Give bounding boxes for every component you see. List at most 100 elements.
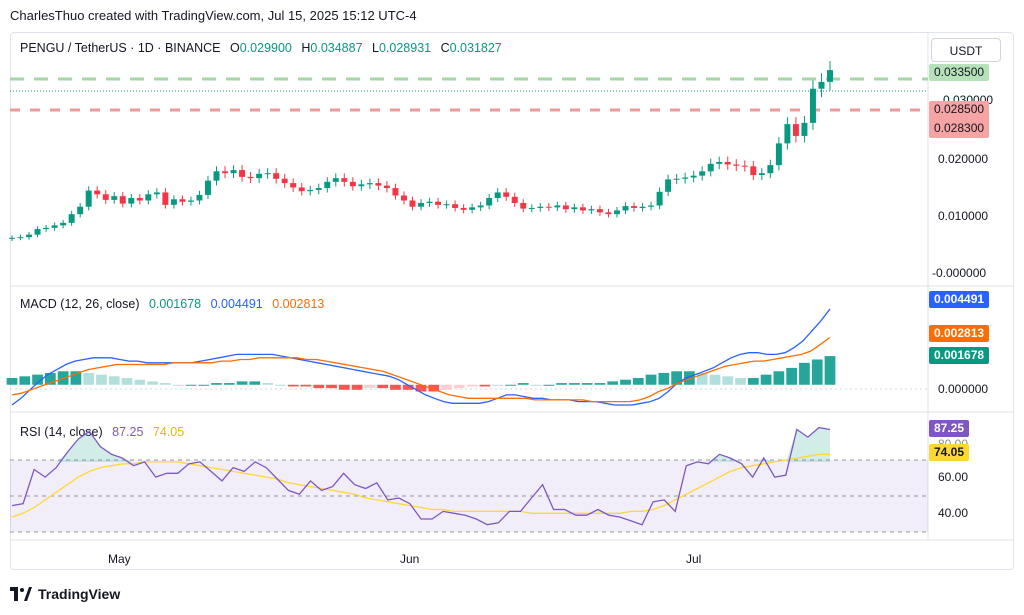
candle-body[interactable] — [767, 165, 774, 174]
macd-histogram-bar[interactable] — [607, 381, 619, 385]
macd-histogram-bar[interactable] — [581, 383, 593, 385]
candle-body[interactable] — [520, 202, 527, 209]
candle-body[interactable] — [239, 170, 246, 177]
candle-body[interactable] — [469, 207, 476, 210]
candle-body[interactable] — [358, 184, 365, 187]
macd-histogram-bar[interactable] — [569, 383, 580, 385]
candlestick-series[interactable] — [9, 60, 833, 242]
candle-body[interactable] — [204, 180, 211, 195]
candle-body[interactable] — [801, 122, 808, 136]
candle-body[interactable] — [145, 194, 152, 201]
candle-body[interactable] — [775, 143, 782, 166]
candle-body[interactable] — [673, 178, 680, 180]
candle-body[interactable] — [613, 210, 620, 215]
macd-histogram-bar[interactable] — [556, 383, 567, 385]
macd-histogram-bar[interactable] — [415, 384, 427, 392]
macd-histogram-bar[interactable] — [32, 374, 43, 385]
candle-body[interactable] — [85, 190, 92, 207]
macd-histogram-bar[interactable] — [645, 374, 657, 385]
macd-histogram-bar[interactable] — [632, 378, 644, 385]
candle-body[interactable] — [494, 192, 501, 199]
macd-histogram-bar[interactable] — [198, 384, 210, 386]
macd-histogram-bar[interactable] — [479, 384, 491, 387]
candle-body[interactable] — [511, 196, 518, 203]
macd-line[interactable] — [11, 308, 831, 406]
candle-body[interactable] — [486, 198, 493, 206]
macd-histogram-bar[interactable] — [338, 384, 350, 390]
candle-body[interactable] — [750, 166, 757, 176]
candle-body[interactable] — [298, 187, 305, 192]
candle-body[interactable] — [809, 88, 816, 123]
candle-body[interactable] — [366, 183, 373, 185]
candle-body[interactable] — [187, 200, 194, 202]
macd-histogram-bar[interactable] — [684, 371, 695, 385]
macd-histogram-bar[interactable] — [428, 384, 440, 392]
macd-histogram-bar[interactable] — [505, 384, 516, 386]
macd-histogram-bar[interactable] — [786, 367, 798, 385]
candle-body[interactable] — [290, 183, 297, 188]
macd-histogram-bar[interactable] — [287, 384, 299, 387]
macd-histogram-bar[interactable] — [147, 381, 158, 385]
candle-body[interactable] — [537, 206, 544, 208]
candle-body[interactable] — [460, 207, 467, 210]
candle-body[interactable] — [545, 206, 552, 208]
candle-body[interactable] — [9, 237, 15, 239]
macd-histogram-bar[interactable] — [172, 384, 184, 386]
macd-histogram-bar[interactable] — [70, 371, 82, 385]
macd-histogram-bar[interactable] — [760, 374, 772, 385]
rsi-line[interactable] — [11, 426, 831, 526]
candle-body[interactable] — [400, 195, 407, 201]
macd-histogram-bar[interactable] — [466, 384, 478, 387]
candle-body[interactable] — [77, 206, 84, 215]
candle-body[interactable] — [51, 225, 58, 228]
candle-body[interactable] — [690, 175, 697, 178]
candle-body[interactable] — [392, 188, 399, 196]
candle-body[interactable] — [792, 124, 799, 136]
candle-body[interactable] — [418, 202, 424, 207]
candle-body[interactable] — [452, 204, 459, 208]
macd-histogram-bar[interactable] — [44, 372, 56, 385]
macd-histogram-bar[interactable] — [364, 384, 376, 389]
macd-histogram-bar[interactable] — [773, 371, 785, 385]
candle-body[interactable] — [153, 192, 160, 195]
candle-body[interactable] — [196, 194, 203, 201]
candle-body[interactable] — [733, 164, 740, 166]
candle-body[interactable] — [17, 237, 24, 239]
macd-histogram-bar[interactable] — [262, 383, 273, 385]
candle-body[interactable] — [34, 229, 41, 235]
macd-histogram-bar[interactable] — [377, 384, 389, 389]
candle-body[interactable] — [631, 206, 638, 208]
macd-histogram[interactable] — [6, 356, 836, 392]
tradingview-logo[interactable]: TradingView — [10, 586, 120, 602]
macd-histogram-bar[interactable] — [313, 384, 325, 389]
candle-body[interactable] — [179, 199, 186, 202]
candle-body[interactable] — [26, 234, 33, 238]
macd-histogram-bar[interactable] — [300, 384, 312, 387]
macd-histogram-bar[interactable] — [83, 372, 95, 385]
macd-histogram-bar[interactable] — [223, 383, 235, 385]
candle-body[interactable] — [818, 81, 825, 89]
candle-body[interactable] — [682, 177, 689, 179]
macd-histogram-bar[interactable] — [351, 384, 363, 390]
candle-body[interactable] — [128, 198, 135, 204]
macd-histogram-bar[interactable] — [824, 356, 836, 385]
candle-body[interactable] — [273, 173, 280, 179]
candle-body[interactable] — [648, 205, 655, 207]
macd-histogram-bar[interactable] — [185, 384, 197, 386]
rsi-title[interactable]: RSI (14, close) — [20, 425, 103, 439]
macd-histogram-bar[interactable] — [811, 359, 823, 385]
candle-body[interactable] — [222, 171, 229, 174]
currency-button[interactable]: USDT — [931, 38, 1001, 62]
candle-body[interactable] — [503, 192, 510, 197]
candle-body[interactable] — [162, 192, 169, 205]
macd-histogram-bar[interactable] — [160, 383, 171, 385]
macd-signal-line[interactable] — [11, 336, 831, 403]
macd-histogram-bar[interactable] — [19, 376, 31, 385]
macd-histogram-bar[interactable] — [249, 381, 261, 385]
candle-body[interactable] — [102, 194, 109, 200]
candle-body[interactable] — [111, 196, 118, 200]
macd-histogram-bar[interactable] — [453, 384, 465, 389]
candle-body[interactable] — [716, 162, 723, 164]
macd-histogram-bar[interactable] — [709, 374, 721, 385]
